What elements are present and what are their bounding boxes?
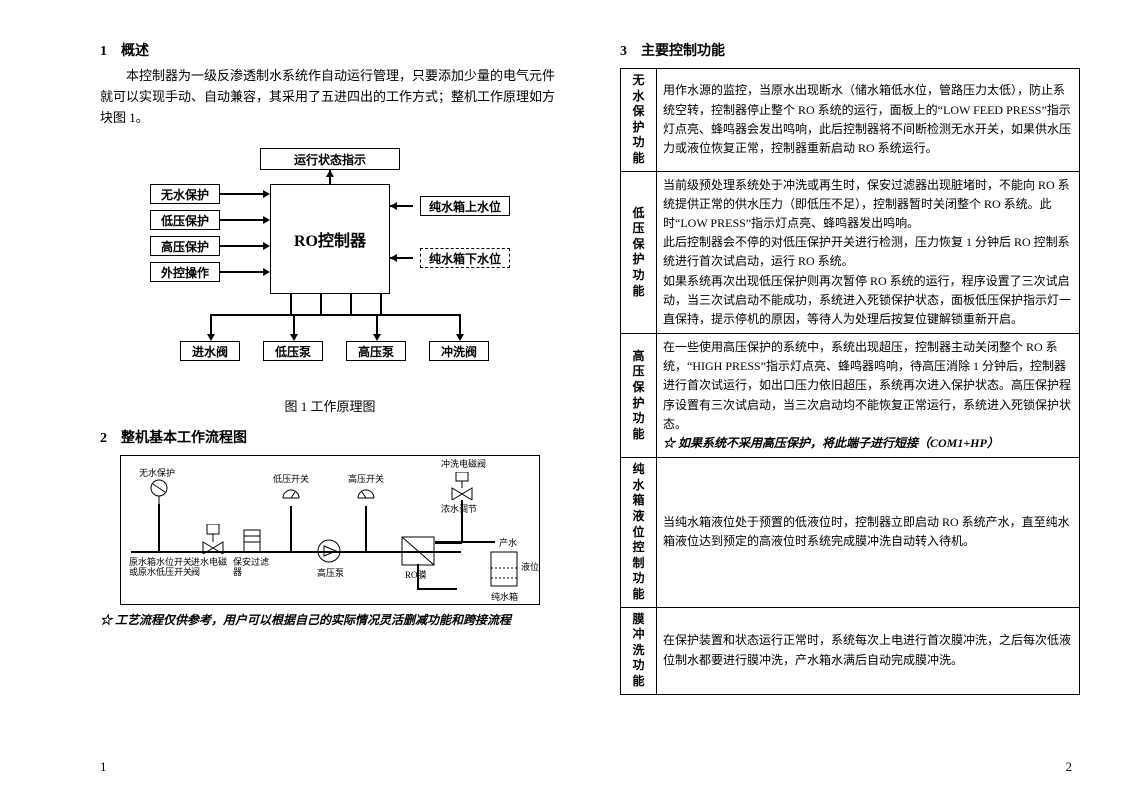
bd-top: 运行状态指示: [260, 148, 400, 170]
switch-icon: [149, 478, 169, 504]
filter-icon: [241, 528, 263, 554]
pump-icon: [316, 538, 342, 564]
flow-diagram: 无水保护 原水箱水位开关或原水低压开关 进水电磁阀 保安过滤器 低压开关 高压泵…: [120, 455, 540, 605]
table-rowhead: 纯水箱液位控制功能: [621, 458, 657, 607]
table-cell: 在一些使用高压保护的系统中，系统出现超压，控制器主动关闭整个 RO 系统，“HI…: [657, 334, 1080, 458]
bd-left-1: 低压保护: [150, 210, 220, 230]
page-2: 3 主要控制功能 无水保护功能用作水源的监控，当原水出现断水（储水箱低水位，管路…: [620, 40, 1080, 695]
table-rowhead: 膜冲洗功能: [621, 607, 657, 694]
arrow-icon: [326, 170, 334, 177]
gauge-icon: [281, 484, 301, 506]
table-rowhead: 低压保护功能: [621, 171, 657, 334]
block-diagram: 运行状态指示 RO控制器 无水保护 低压保护 高压保护 外控操作 纯水箱上水位 …: [150, 148, 510, 388]
bd-left-2: 高压保护: [150, 236, 220, 256]
bd-center: RO控制器: [270, 184, 390, 294]
bd-left-0: 无水保护: [150, 184, 220, 204]
table-cell: 用作水源的监控，当原水出现断水（储水箱低水位，管路压力太低），防止系统空转，控制…: [657, 69, 1080, 172]
diagram-caption: 图 1 工作原理图: [100, 396, 560, 415]
sec1-title: 1 概述: [100, 40, 560, 60]
valve-icon: [201, 524, 225, 554]
membrane-icon: [401, 536, 435, 566]
valve-icon: [451, 472, 473, 500]
function-table: 无水保护功能用作水源的监控，当原水出现断水（储水箱低水位，管路压力太低），防止系…: [620, 68, 1080, 695]
table-rowhead: 无水保护功能: [621, 69, 657, 172]
bd-left-3: 外控操作: [150, 262, 220, 282]
bd-bot-1: 低压泵: [263, 341, 323, 361]
bd-right-0: 纯水箱上水位: [420, 196, 510, 216]
page-1: 1 概述 本控制器为一级反渗透制水系统作自动运行管理，只要添加少量的电气元件就可…: [100, 40, 560, 628]
table-cell: 当纯水箱液位处于预置的低液位时，控制器立即启动 RO 系统产水，直至纯水箱液位达…: [657, 458, 1080, 607]
flow-note: ☆ 工艺流程仅供参考，用户可以根据自己的实际情况灵活删减功能和跨接流程: [100, 611, 560, 628]
bd-right-1: 纯水箱下水位: [420, 248, 510, 268]
tank-icon: [489, 548, 519, 588]
pagenum-2: 2: [1066, 759, 1073, 775]
table-rowhead: 高压保护功能: [621, 334, 657, 458]
table-cell: 在保护装置和状态运行正常时，系统每次上电进行首次膜冲洗，之后每次低液位制水都要进…: [657, 607, 1080, 694]
bd-bot-3: 冲洗阀: [429, 341, 489, 361]
sec2-title: 2 整机基本工作流程图: [100, 427, 560, 447]
sec1-para: 本控制器为一级反渗透制水系统作自动运行管理，只要添加少量的电气元件就可以实现手动…: [100, 66, 560, 128]
sec3-title: 3 主要控制功能: [620, 40, 1080, 60]
pagenum-1: 1: [100, 759, 107, 775]
table-cell: 当前级预处理系统处于冲洗或再生时，保安过滤器出现脏堵时，不能向 RO 系统提供正…: [657, 171, 1080, 334]
bd-bot-2: 高压泵: [346, 341, 406, 361]
bd-bot-0: 进水阀: [180, 341, 240, 361]
gauge-icon: [356, 484, 376, 506]
